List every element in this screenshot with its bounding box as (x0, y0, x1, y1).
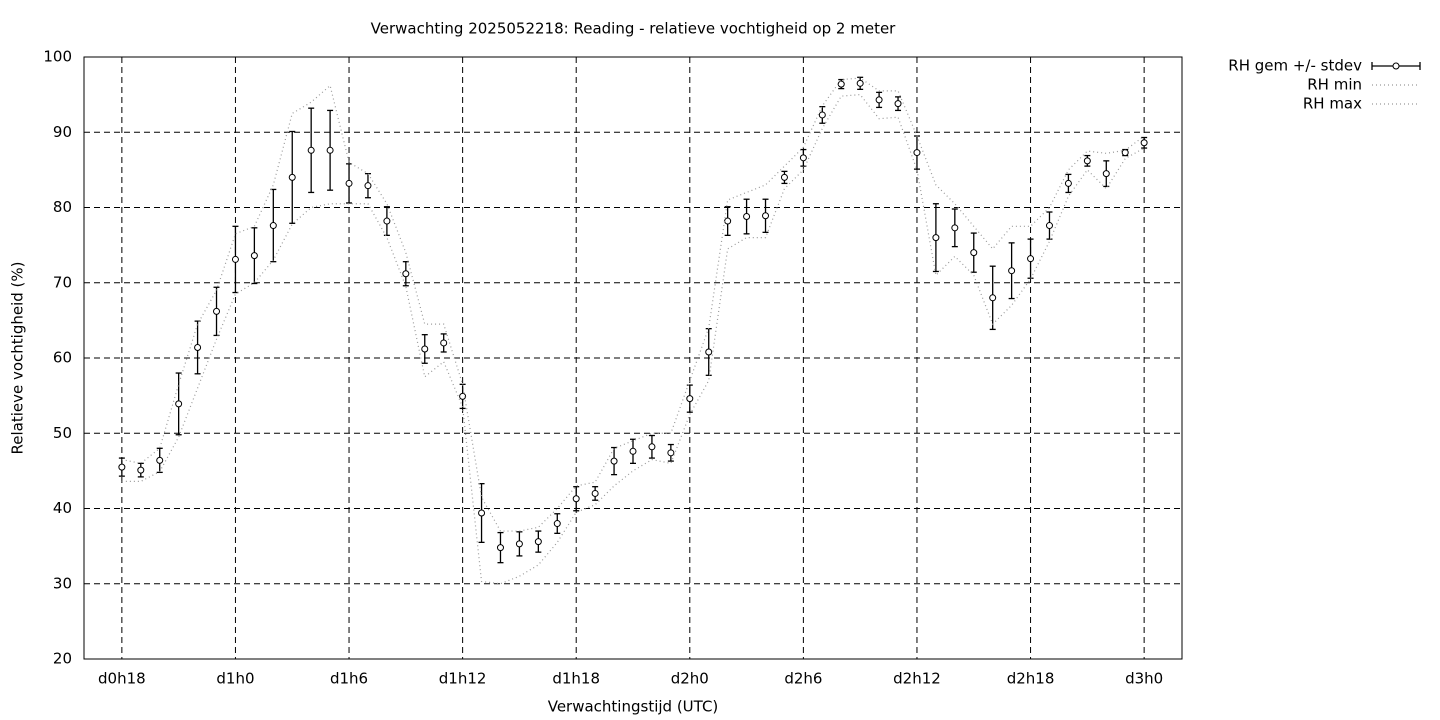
mean-point (932, 234, 940, 242)
y-axis-label: Relatieve vochtigheid (%) (9, 261, 27, 454)
y-tick-label: 60 (53, 349, 72, 367)
y-tick-label: 30 (53, 574, 72, 592)
mean-point (837, 80, 845, 88)
y-tick-label: 80 (53, 198, 72, 216)
mean-point (1045, 222, 1053, 230)
x-tick-label: d2h0 (671, 670, 709, 688)
y-tick-label: 90 (53, 123, 72, 141)
y-tick-label: 70 (53, 273, 72, 291)
mean-point (269, 222, 277, 230)
mean-point (288, 173, 296, 181)
mean-point (459, 392, 467, 400)
mean-point (894, 100, 902, 108)
mean-point (137, 466, 145, 474)
legend-label: RH min (1307, 76, 1362, 94)
mean-point (1008, 267, 1016, 275)
x-tick-label: d1h0 (216, 670, 254, 688)
mean-point (553, 520, 561, 528)
mean-point (875, 96, 883, 104)
mean-point (345, 179, 353, 187)
legend-label: RH gem +/- stdev (1228, 57, 1362, 75)
y-tick-label: 50 (53, 424, 72, 442)
mean-point (780, 173, 788, 181)
mean-point (383, 217, 391, 225)
mean-point (818, 111, 826, 119)
x-tick-label: d0h18 (98, 670, 146, 688)
mean-point (534, 538, 542, 546)
mean-point (610, 457, 618, 465)
x-tick-label: d1h18 (552, 670, 600, 688)
mean-point (421, 345, 429, 353)
mean-point (629, 447, 637, 455)
mean-point (440, 339, 448, 347)
mean-point (478, 509, 486, 517)
x-tick-label: d1h12 (439, 670, 487, 688)
mean-point (402, 270, 410, 278)
mean-point (572, 495, 580, 503)
mean-point (515, 540, 523, 548)
mean-point (307, 146, 315, 154)
x-tick-label: d2h18 (1007, 670, 1055, 688)
mean-point (1064, 179, 1072, 187)
mean-point (913, 149, 921, 157)
mean-point (648, 443, 656, 451)
range-line (121, 77, 1145, 532)
x-tick-label: d2h6 (784, 670, 822, 688)
mean-point (591, 489, 599, 497)
x-tick-label: d3h0 (1125, 670, 1163, 688)
mean-point (951, 224, 959, 232)
x-tick-label: d2h12 (893, 670, 941, 688)
range-line (121, 94, 1145, 585)
mean-point (231, 255, 239, 263)
mean-point (213, 307, 221, 315)
mean-point (1102, 170, 1110, 178)
x-tick-label: d1h6 (330, 670, 368, 688)
mean-point (250, 252, 258, 260)
mean-point (496, 544, 504, 552)
mean-point (326, 146, 334, 154)
x-axis-label: Verwachtingstijd (UTC) (548, 698, 719, 716)
legend-label: RH max (1303, 95, 1362, 113)
mean-point (799, 154, 807, 162)
legend-swatch (1392, 62, 1400, 70)
mean-point (856, 79, 864, 87)
mean-point (1027, 255, 1035, 263)
mean-point (175, 400, 183, 408)
y-tick-label: 40 (53, 499, 72, 517)
mean-point (743, 213, 751, 221)
mean-point (762, 212, 770, 220)
mean-point (156, 456, 164, 464)
mean-point (364, 182, 372, 190)
mean-point (705, 348, 713, 356)
y-tick-label: 20 (53, 650, 72, 668)
mean-point (667, 449, 675, 457)
mean-point (989, 294, 997, 302)
mean-point (1140, 139, 1148, 147)
mean-point (970, 249, 978, 257)
y-tick-label: 100 (43, 48, 72, 66)
mean-point (118, 463, 126, 471)
chart-title: Verwachting 2025052218: Reading - relati… (371, 20, 897, 38)
mean-point (194, 343, 202, 351)
mean-point (724, 217, 732, 225)
mean-point (1083, 157, 1091, 165)
mean-point (686, 395, 694, 403)
